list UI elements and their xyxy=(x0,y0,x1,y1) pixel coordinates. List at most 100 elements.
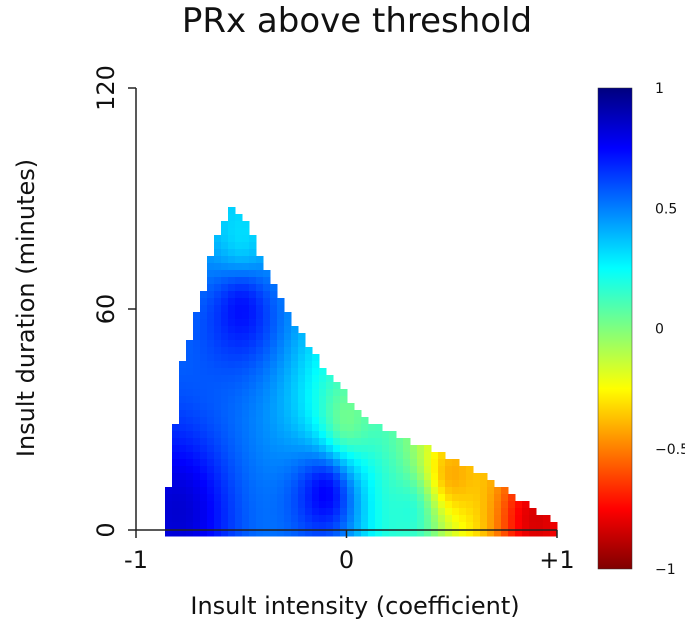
heatmap-cell xyxy=(347,473,355,481)
heatmap-cell xyxy=(277,410,285,418)
heatmap-cell xyxy=(354,459,362,467)
heatmap-cell xyxy=(298,501,306,509)
heatmap-cell xyxy=(305,487,313,495)
heatmap-cell xyxy=(319,403,327,411)
heatmap-cell xyxy=(235,396,243,404)
heatmap-cell xyxy=(424,515,432,523)
heatmap-cell xyxy=(249,438,257,446)
heatmap-cell xyxy=(214,459,222,467)
heatmap-cell xyxy=(214,403,222,411)
heatmap-cell xyxy=(312,473,320,481)
heatmap-cell xyxy=(480,508,488,516)
heatmap-cell xyxy=(431,473,439,481)
heatmap-cell xyxy=(221,270,229,278)
heatmap-cell xyxy=(340,424,348,432)
heatmap-cell xyxy=(417,522,425,530)
heatmap-cell xyxy=(270,354,278,362)
heatmap-cell xyxy=(368,501,376,509)
heatmap-cell xyxy=(256,312,264,320)
heatmap-cell xyxy=(368,431,376,439)
heatmap-cell xyxy=(494,494,502,502)
heatmap-cell xyxy=(228,256,236,264)
heatmap-cell xyxy=(508,529,516,537)
heatmap-cell xyxy=(312,508,320,516)
heatmap-cell xyxy=(298,438,306,446)
heatmap-cell xyxy=(347,452,355,460)
heatmap-cell xyxy=(298,480,306,488)
heatmap-cell xyxy=(284,382,292,390)
heatmap-cell xyxy=(235,333,243,341)
heatmap-cell xyxy=(333,396,341,404)
heatmap-cell xyxy=(263,473,271,481)
heatmap-cell xyxy=(396,452,404,460)
heatmap-cell xyxy=(228,438,236,446)
heatmap-cell xyxy=(277,487,285,495)
heatmap-cell xyxy=(235,375,243,383)
heatmap-cell xyxy=(452,494,460,502)
heatmap-cell xyxy=(270,291,278,299)
heatmap-cell xyxy=(389,501,397,509)
heatmap-cell xyxy=(242,298,250,306)
heatmap-cell xyxy=(263,319,271,327)
heatmap-cell xyxy=(312,354,320,362)
heatmap-cell xyxy=(270,305,278,313)
heatmap-cell xyxy=(284,396,292,404)
heatmap-cell xyxy=(200,361,208,369)
heatmap-cell xyxy=(340,487,348,495)
heatmap-cell xyxy=(214,270,222,278)
heatmap-cell xyxy=(410,445,418,453)
heatmap-cell xyxy=(347,438,355,446)
heatmap-cell xyxy=(242,487,250,495)
heatmap-cell xyxy=(382,522,390,530)
heatmap-cell xyxy=(221,522,229,530)
heatmap-cell xyxy=(452,515,460,523)
heatmap-cell xyxy=(305,417,313,425)
heatmap-cell xyxy=(354,515,362,523)
heatmap-cell xyxy=(417,487,425,495)
heatmap-cell xyxy=(200,501,208,509)
heatmap-cell xyxy=(459,508,467,516)
heatmap-cell xyxy=(431,501,439,509)
heatmap-cell xyxy=(529,529,537,537)
heatmap-cell xyxy=(270,459,278,467)
heatmap-cell xyxy=(361,424,369,432)
heatmap-cell xyxy=(249,473,257,481)
heatmap-cell xyxy=(361,487,369,495)
heatmap-cell xyxy=(228,263,236,271)
heatmap-cell xyxy=(200,508,208,516)
heatmap-cell xyxy=(340,431,348,439)
heatmap-cell xyxy=(242,410,250,418)
heatmap-cell xyxy=(186,347,194,355)
heatmap-cell xyxy=(319,410,327,418)
heatmap-cell xyxy=(389,480,397,488)
heatmap-cell xyxy=(361,508,369,516)
heatmap-cell xyxy=(270,515,278,523)
heatmap-cell xyxy=(312,529,320,537)
heatmap-cell xyxy=(207,522,215,530)
heatmap-cell xyxy=(193,529,201,537)
heatmap-cell xyxy=(361,445,369,453)
heatmap-cell xyxy=(284,417,292,425)
heatmap-cell xyxy=(417,452,425,460)
heatmap-cell xyxy=(221,319,229,327)
heatmap-cell xyxy=(347,501,355,509)
heatmap-cell xyxy=(445,529,453,537)
heatmap-cell xyxy=(389,508,397,516)
heatmap-cell xyxy=(375,445,383,453)
heatmap-cell xyxy=(193,375,201,383)
heatmap-cell xyxy=(277,452,285,460)
heatmap-cell xyxy=(424,508,432,516)
heatmap-cell xyxy=(242,235,250,243)
heatmap-cell xyxy=(179,403,187,411)
heatmap-cell xyxy=(298,459,306,467)
heatmap-cell xyxy=(473,501,481,509)
heatmap-cell xyxy=(214,501,222,509)
heatmap-cell xyxy=(179,459,187,467)
heatmap-cell xyxy=(305,459,313,467)
heatmap-cell xyxy=(459,494,467,502)
heatmap-cell xyxy=(228,277,236,285)
heatmap-cell xyxy=(207,361,215,369)
heatmap-cell xyxy=(417,459,425,467)
heatmap-cell xyxy=(312,487,320,495)
heatmap-cell xyxy=(277,375,285,383)
